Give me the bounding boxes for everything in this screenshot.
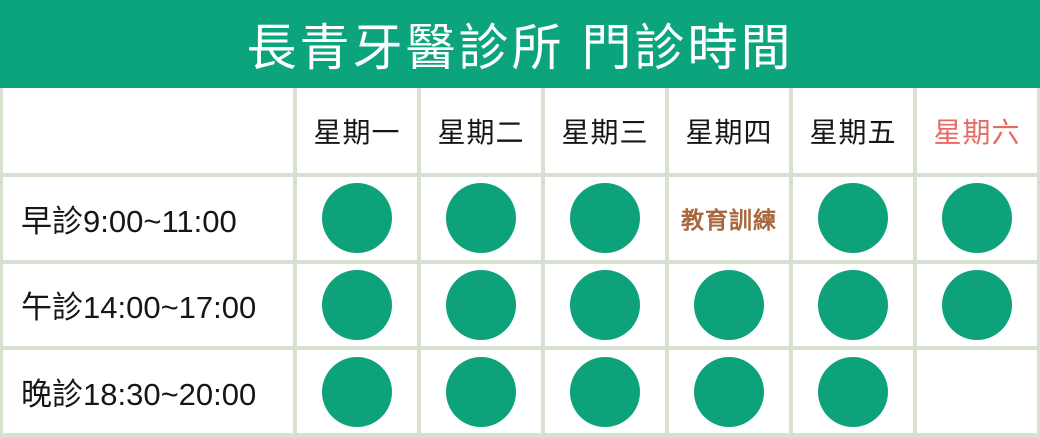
schedule-cell-evening-monday: [297, 350, 417, 433]
schedule-cell-morning-tuesday: [421, 177, 541, 260]
open-dot: [570, 356, 640, 427]
schedule-cell-afternoon-thursday: [669, 263, 789, 347]
corner-cell: [3, 88, 293, 173]
schedule-cell-morning-saturday: [917, 177, 1037, 260]
open-dot: [446, 183, 516, 254]
open-dot: [322, 356, 392, 427]
open-dot: [322, 269, 392, 340]
poster-title: 長青牙醫診所 門診時間: [246, 20, 794, 76]
open-dot: [570, 269, 640, 340]
open-dot: [694, 269, 764, 340]
schedule-cell-afternoon-saturday: [917, 263, 1037, 347]
day-header-tuesday: 星期二: [421, 88, 541, 173]
schedule-cell-evening-thursday: [669, 350, 789, 433]
schedule-cell-morning-wednesday: [545, 177, 665, 260]
schedule-cell-evening-friday: [793, 350, 913, 433]
open-dot: [818, 183, 888, 254]
schedule-table: 星期一 星期二 星期三 星期四 星期五 星期六 早診9:00~11:00 教育訓…: [0, 88, 1040, 438]
row-label-morning: 早診9:00~11:00: [3, 177, 293, 260]
open-dot: [570, 183, 640, 254]
day-header-friday: 星期五: [793, 88, 913, 173]
open-dot: [942, 183, 1012, 254]
day-header-monday: 星期一: [297, 88, 417, 173]
schedule-cell-morning-friday: [793, 177, 913, 260]
schedule-cell-evening-tuesday: [421, 350, 541, 433]
schedule-cell-afternoon-wednesday: [545, 263, 665, 347]
day-header-thursday: 星期四: [669, 88, 789, 173]
open-dot: [694, 356, 764, 427]
open-dot: [446, 356, 516, 427]
open-dot: [818, 356, 888, 427]
schedule-cell-morning-thursday: 教育訓練: [669, 177, 789, 260]
open-dot: [818, 269, 888, 340]
open-dot: [446, 269, 516, 340]
row-label-evening: 晚診18:30~20:00: [3, 350, 293, 433]
title-banner: 長青牙醫診所 門診時間: [0, 0, 1040, 88]
row-label-afternoon: 午診14:00~17:00: [3, 263, 293, 347]
schedule-cell-evening-saturday: [917, 350, 1037, 433]
schedule-cell-morning-monday: [297, 177, 417, 260]
open-dot: [942, 269, 1012, 340]
schedule-cell-afternoon-friday: [793, 263, 913, 347]
schedule-cell-evening-wednesday: [545, 350, 665, 433]
schedule-cell-afternoon-monday: [297, 263, 417, 347]
day-header-wednesday: 星期三: [545, 88, 665, 173]
day-header-saturday: 星期六: [917, 88, 1037, 173]
open-dot: [322, 183, 392, 254]
schedule-cell-afternoon-tuesday: [421, 263, 541, 347]
